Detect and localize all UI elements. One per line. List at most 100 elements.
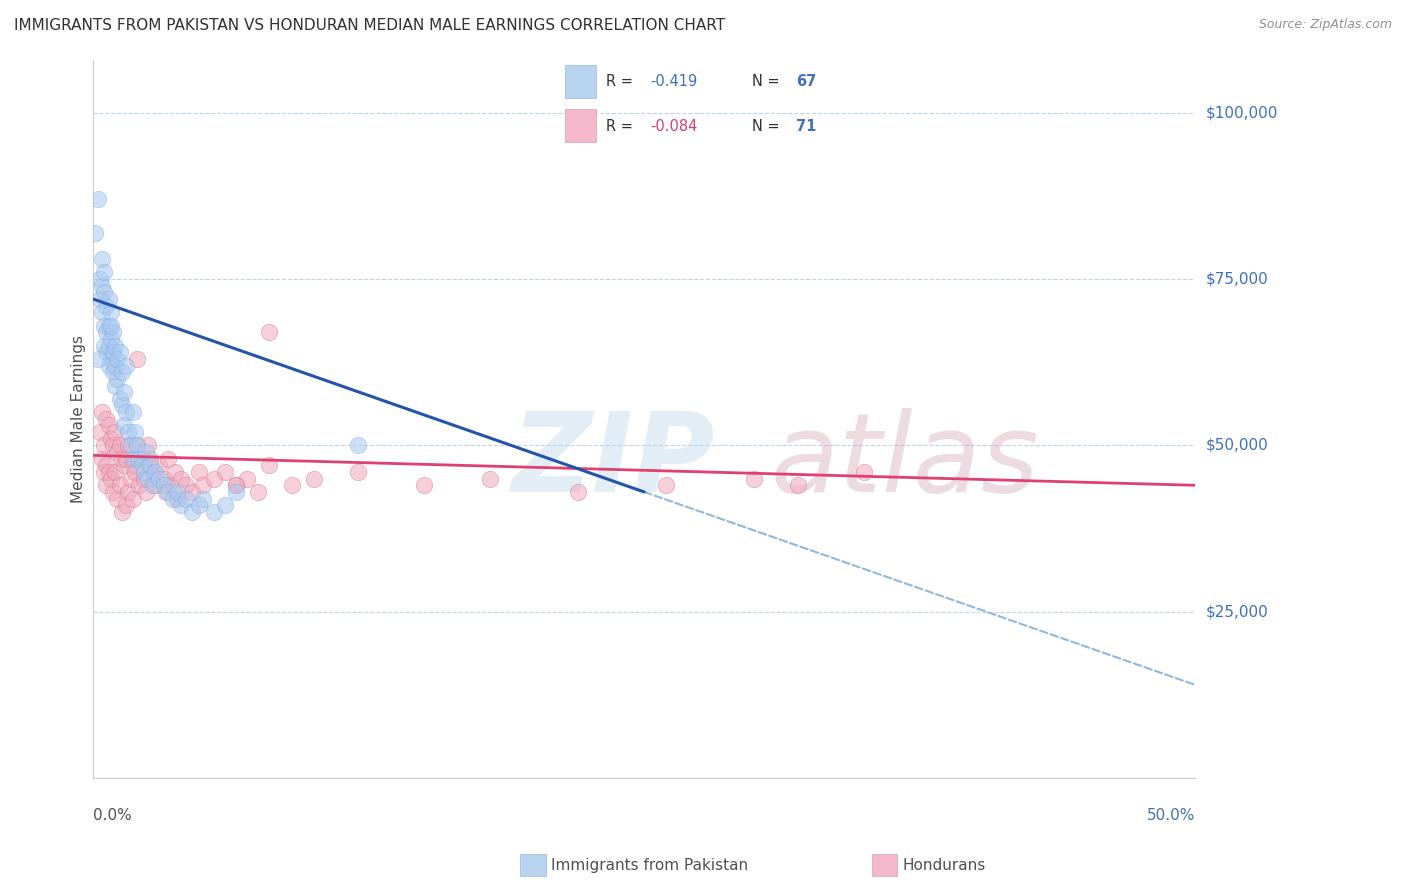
Bar <box>565 65 596 98</box>
Text: R =: R = <box>606 119 637 134</box>
Point <box>101 326 124 340</box>
Point <box>107 372 129 386</box>
Text: $100,000: $100,000 <box>1206 105 1278 120</box>
Point <box>259 326 281 340</box>
Point <box>157 484 180 499</box>
Point <box>100 332 122 346</box>
Point <box>121 491 143 506</box>
Text: 71: 71 <box>796 119 815 134</box>
Point <box>225 478 247 492</box>
Text: 0.0%: 0.0% <box>93 808 132 823</box>
Point <box>120 438 142 452</box>
Text: $25,000: $25,000 <box>1206 604 1268 619</box>
Point <box>139 458 162 473</box>
Point <box>104 338 127 352</box>
Point <box>128 451 150 466</box>
Point <box>159 478 181 492</box>
Point <box>117 438 139 452</box>
Point <box>96 411 118 425</box>
Point <box>120 472 142 486</box>
Point <box>742 472 765 486</box>
Point <box>93 318 115 333</box>
Point <box>132 465 155 479</box>
Point <box>155 484 177 499</box>
Text: 50.0%: 50.0% <box>1147 808 1195 823</box>
Point <box>787 478 810 492</box>
Point <box>112 385 135 400</box>
Point <box>108 438 131 452</box>
Point <box>166 491 188 506</box>
Text: $50,000: $50,000 <box>1206 438 1268 453</box>
Point <box>91 305 114 319</box>
Point <box>101 438 124 452</box>
Point <box>91 252 114 267</box>
Point <box>132 472 155 486</box>
Point <box>412 478 434 492</box>
Point <box>115 405 138 419</box>
Point <box>100 318 122 333</box>
Point <box>96 345 118 359</box>
Text: atlas: atlas <box>770 409 1039 516</box>
Point <box>112 458 135 473</box>
Text: N =: N = <box>752 74 783 89</box>
Point <box>101 484 124 499</box>
Point <box>107 351 129 366</box>
Point <box>100 472 122 486</box>
Point <box>97 465 120 479</box>
Point <box>96 478 118 492</box>
Point <box>115 498 138 512</box>
Point <box>152 472 174 486</box>
Point <box>121 458 143 473</box>
Point <box>247 484 270 499</box>
Point <box>135 484 157 499</box>
Point <box>89 292 111 306</box>
Point <box>107 445 129 459</box>
Point <box>188 498 211 512</box>
Point <box>136 438 159 452</box>
Point <box>166 484 188 499</box>
Point <box>100 432 122 446</box>
Point <box>93 438 115 452</box>
Text: Source: ZipAtlas.com: Source: ZipAtlas.com <box>1258 18 1392 31</box>
Point <box>104 465 127 479</box>
Point <box>124 465 146 479</box>
Point <box>117 425 139 439</box>
Point <box>108 392 131 406</box>
Point <box>478 472 501 486</box>
Point <box>131 451 153 466</box>
Point <box>202 505 225 519</box>
Point <box>148 458 170 473</box>
Y-axis label: Median Male Earnings: Median Male Earnings <box>72 334 86 503</box>
Point <box>97 292 120 306</box>
Point <box>162 491 184 506</box>
Point <box>100 351 122 366</box>
Point <box>111 399 134 413</box>
Point <box>93 465 115 479</box>
Point <box>157 451 180 466</box>
Point <box>91 405 114 419</box>
Point <box>346 465 368 479</box>
Point <box>104 378 127 392</box>
Text: -0.084: -0.084 <box>650 119 697 134</box>
Point <box>101 345 124 359</box>
Point <box>127 351 149 366</box>
Point <box>152 478 174 492</box>
Point <box>128 478 150 492</box>
Point <box>202 472 225 486</box>
Point <box>163 465 186 479</box>
Bar <box>565 110 596 142</box>
Point <box>225 484 247 499</box>
Point <box>101 365 124 379</box>
Point <box>170 498 193 512</box>
Point <box>91 451 114 466</box>
Point <box>188 465 211 479</box>
Text: 67: 67 <box>796 74 815 89</box>
Point <box>115 359 138 373</box>
Point <box>115 451 138 466</box>
Point <box>142 465 165 479</box>
Point <box>143 478 166 492</box>
Point <box>302 472 325 486</box>
Point <box>86 192 108 206</box>
Point <box>124 425 146 439</box>
Text: Immigrants from Pakistan: Immigrants from Pakistan <box>551 858 748 872</box>
